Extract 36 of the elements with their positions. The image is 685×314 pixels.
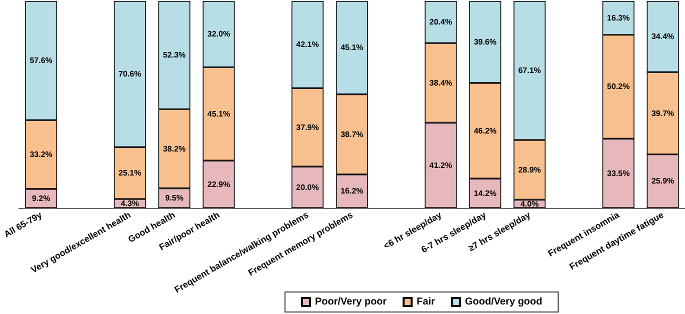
data-label: 45.1% [340,43,364,52]
data-label: 67.1% [518,66,541,75]
data-label: 9.5% [165,194,184,203]
data-label: 25.1% [118,168,142,178]
data-label: 45.1% [207,109,230,118]
data-label: 32.0% [207,30,230,39]
data-label: 38.4% [429,78,452,88]
data-label: 37.9% [296,122,319,132]
legend-label: Good/Very good [465,296,542,308]
legend-label: Poor/Very poor [315,296,387,308]
data-label: 33.5% [607,168,630,178]
data-label: 33.2% [30,150,52,160]
data-label: 39.7% [651,108,674,118]
data-label: 20.4% [429,18,452,27]
data-label: 41.2% [429,160,452,170]
data-label: 16.2% [340,186,364,196]
data-label: 14.2% [474,188,497,198]
data-label: 22.9% [207,180,230,189]
data-label: 57.6% [30,56,52,66]
data-label: 52.3% [162,50,186,60]
data-label: 16.3% [607,13,630,22]
data-label: 20.0% [296,182,319,192]
data-label: 4.0% [520,199,539,208]
data-label: 38.2% [162,144,186,154]
data-label: 46.2% [474,126,497,136]
data-label: 50.2% [607,82,630,92]
data-label: 34.4% [651,32,674,42]
legend-label: Fair [416,296,436,308]
data-label: 4.3% [120,199,140,208]
data-label: 42.1% [296,40,319,50]
data-label: 70.6% [118,70,142,79]
data-label: 38.7% [340,130,364,139]
data-label: 39.6% [474,37,497,46]
data-label: 9.2% [32,194,50,203]
data-label: 28.9% [518,165,541,174]
data-label: 25.9% [651,176,674,186]
